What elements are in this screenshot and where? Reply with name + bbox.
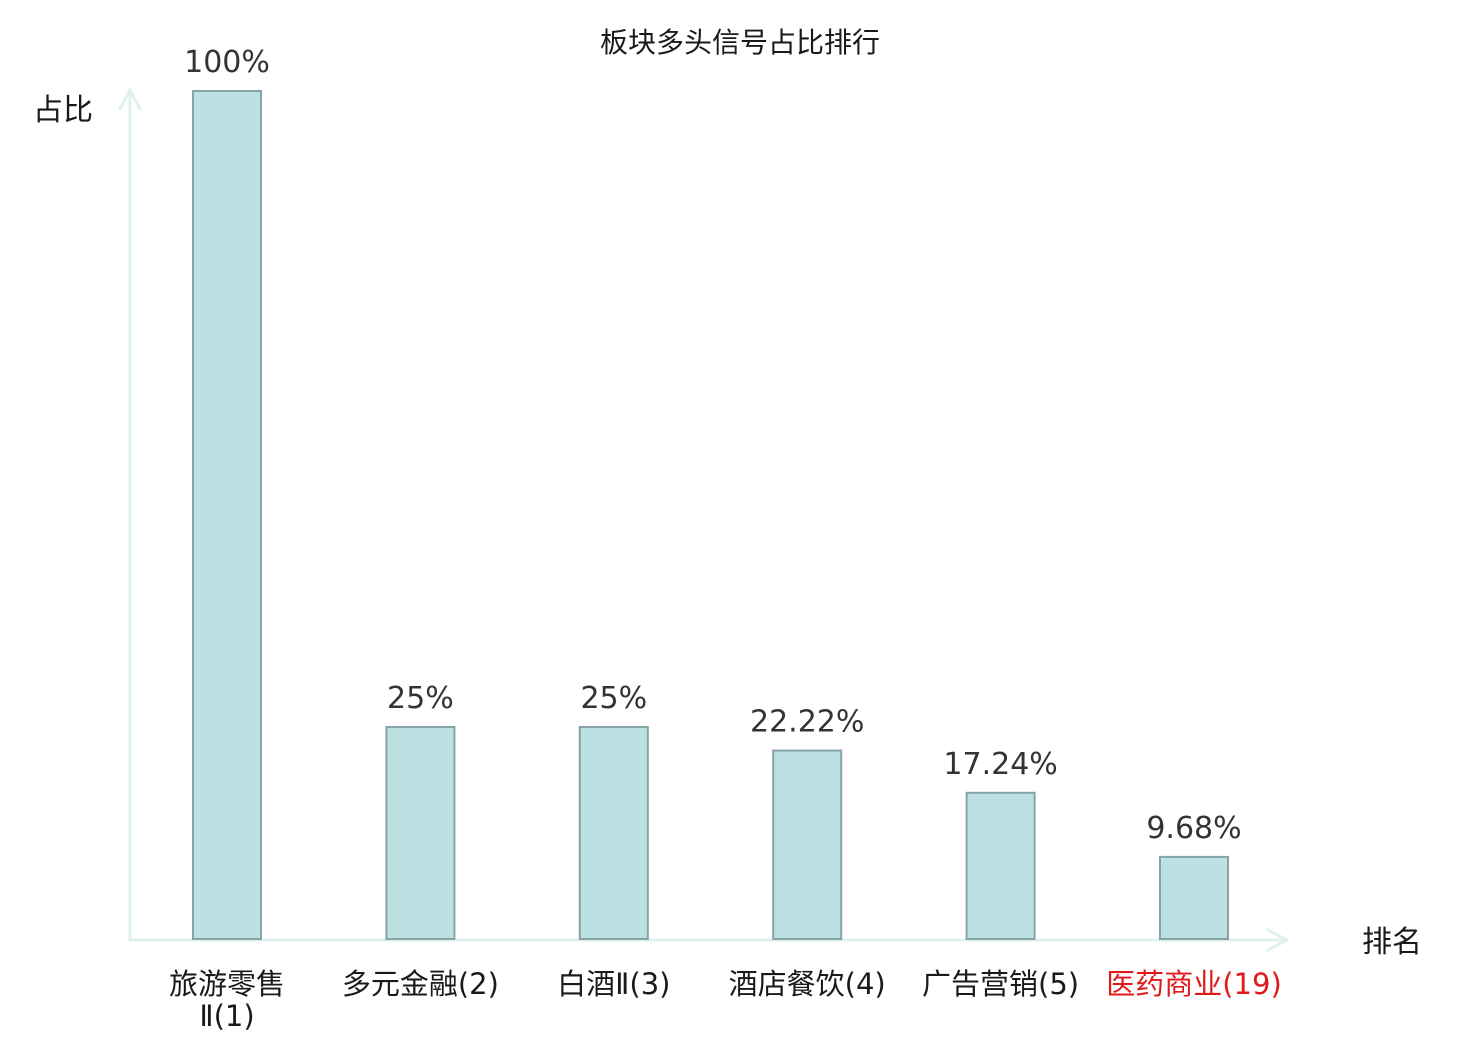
bars bbox=[192, 90, 1229, 941]
bar bbox=[192, 90, 262, 940]
category-label: 旅游零售 bbox=[169, 967, 285, 1001]
y-axis-label: 占比 bbox=[33, 93, 93, 128]
category-label: 医药商业(19) bbox=[1106, 967, 1282, 1001]
bar-value-label: 17.24% bbox=[943, 747, 1057, 782]
category-label: 广告营销(5) bbox=[922, 967, 1079, 1001]
x-axis-label: 排名 bbox=[1362, 925, 1422, 960]
value-labels: 100% 25% 25% 22.22% 17.24% 9.68% bbox=[184, 45, 1242, 846]
category-label: Ⅱ(1) bbox=[199, 999, 254, 1033]
bar-value-label: 22.22% bbox=[750, 705, 864, 740]
bar-value-label: 25% bbox=[580, 681, 647, 716]
bar bbox=[1159, 855, 1229, 940]
category-label: 白酒Ⅱ(3) bbox=[557, 967, 670, 1001]
bar bbox=[578, 726, 649, 940]
x-axis-arrow bbox=[1266, 928, 1289, 952]
chart-title: 板块多头信号占比排行 bbox=[600, 26, 880, 59]
category-label: 酒店餐饮(4) bbox=[729, 967, 886, 1001]
y-axis-arrow bbox=[118, 88, 142, 111]
bar-value-label: 25% bbox=[387, 681, 454, 716]
bar-value-label: 100% bbox=[184, 45, 270, 80]
category-label: 多元金融(2) bbox=[342, 967, 499, 1001]
bar-value-label: 9.68% bbox=[1146, 811, 1241, 846]
bar bbox=[772, 749, 843, 940]
bar bbox=[965, 791, 1036, 941]
bar bbox=[385, 726, 456, 940]
